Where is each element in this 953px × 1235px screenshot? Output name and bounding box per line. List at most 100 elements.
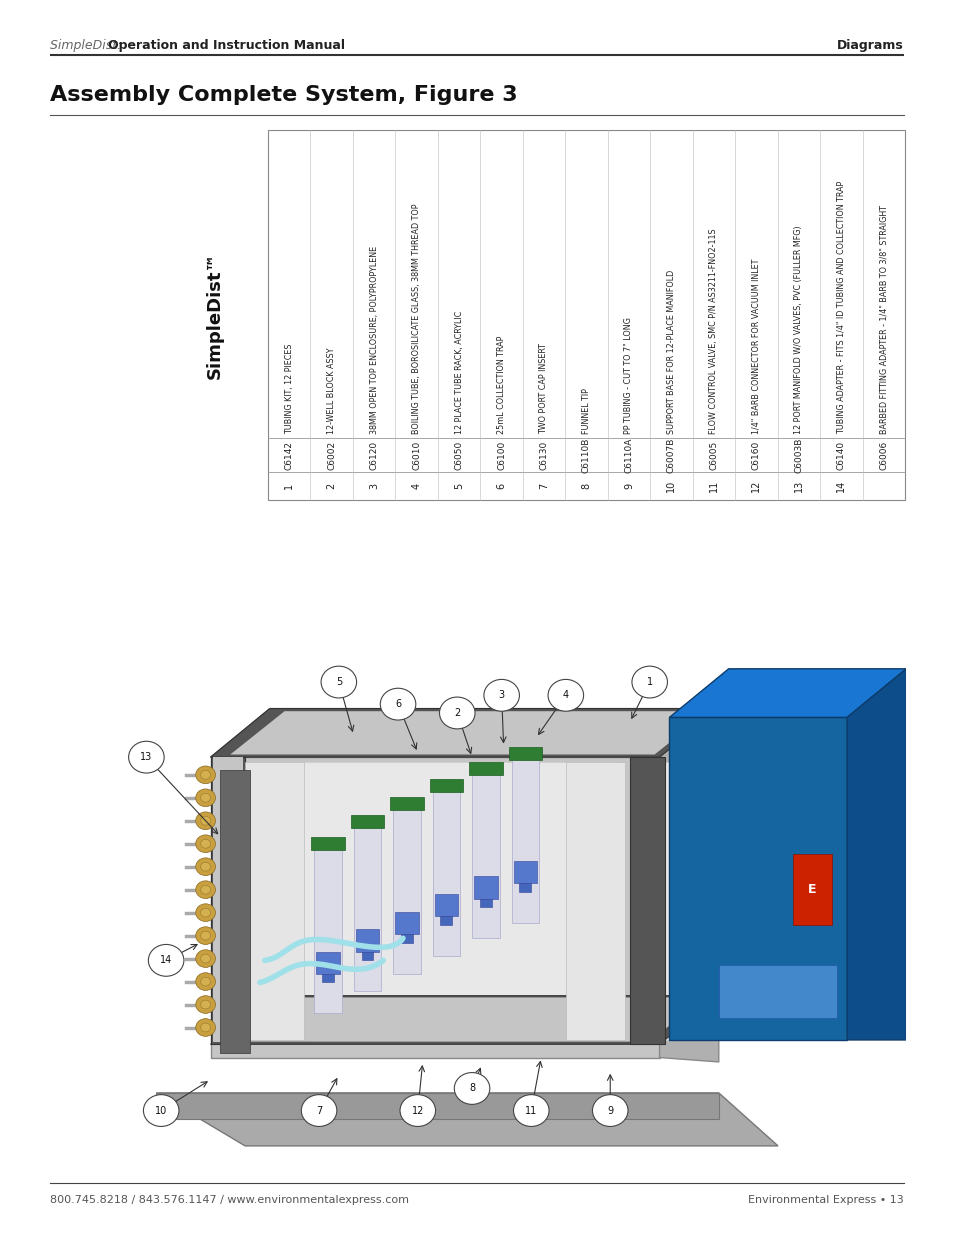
Text: 12: 12 — [751, 480, 760, 493]
Polygon shape — [669, 718, 846, 1040]
Text: C6142: C6142 — [284, 441, 294, 469]
Text: C6003B: C6003B — [794, 437, 802, 473]
Polygon shape — [211, 995, 718, 1045]
Polygon shape — [440, 916, 452, 925]
Circle shape — [200, 931, 211, 940]
Text: 2: 2 — [454, 708, 460, 718]
Text: BARBED FITTING ADAPTER - 1/4" BARB TO 3/8" STRAIGHT: BARBED FITTING ADAPTER - 1/4" BARB TO 3/… — [879, 205, 887, 433]
Text: 8: 8 — [469, 1083, 475, 1093]
Text: 13: 13 — [793, 480, 803, 492]
Text: 12-WELL BLOCK ASSY: 12-WELL BLOCK ASSY — [327, 347, 335, 433]
Text: 2: 2 — [326, 483, 336, 489]
Text: 8: 8 — [581, 483, 591, 489]
Circle shape — [195, 858, 215, 876]
Text: 25mL COLLECTION TRAP: 25mL COLLECTION TRAP — [497, 336, 505, 433]
Circle shape — [200, 771, 211, 779]
Text: Environmental Express • 13: Environmental Express • 13 — [747, 1195, 903, 1205]
Circle shape — [200, 840, 211, 848]
Polygon shape — [435, 894, 457, 916]
Polygon shape — [156, 1093, 778, 1146]
Polygon shape — [479, 899, 492, 908]
Text: PP TUBING - CUT TO 7" LONG: PP TUBING - CUT TO 7" LONG — [624, 317, 633, 433]
Polygon shape — [432, 788, 459, 956]
Circle shape — [200, 908, 211, 918]
Text: C6050: C6050 — [455, 441, 463, 469]
Polygon shape — [211, 709, 718, 757]
Bar — [718, 965, 837, 1018]
Polygon shape — [395, 911, 418, 934]
Circle shape — [200, 862, 211, 871]
Circle shape — [200, 793, 211, 803]
Polygon shape — [511, 756, 538, 924]
Bar — [565, 762, 624, 1040]
Polygon shape — [211, 757, 245, 1045]
Circle shape — [195, 1019, 215, 1036]
Polygon shape — [315, 951, 339, 973]
Circle shape — [195, 835, 215, 852]
Circle shape — [439, 697, 475, 729]
Polygon shape — [469, 762, 502, 774]
Circle shape — [380, 688, 416, 720]
Text: 7: 7 — [315, 1105, 322, 1115]
Circle shape — [195, 904, 215, 921]
Text: E: E — [807, 883, 816, 897]
Text: 800.745.8218 / 843.576.1147 / www.environmentalexpress.com: 800.745.8218 / 843.576.1147 / www.enviro… — [50, 1195, 409, 1205]
Circle shape — [200, 1000, 211, 1009]
Text: 9: 9 — [606, 1105, 613, 1115]
Circle shape — [513, 1094, 549, 1126]
Text: TUBING ADAPTER - FITS 1/4" ID TUBING AND COLLECTION TRAP: TUBING ADAPTER - FITS 1/4" ID TUBING AND… — [836, 180, 845, 433]
Polygon shape — [311, 836, 344, 850]
Circle shape — [399, 1094, 436, 1126]
Polygon shape — [518, 883, 531, 893]
Text: 12 PLACE TUBE RACK, ACRYLIC: 12 PLACE TUBE RACK, ACRYLIC — [455, 311, 463, 433]
Text: 4: 4 — [411, 483, 421, 489]
Circle shape — [483, 679, 518, 711]
Text: 11: 11 — [708, 480, 719, 492]
Circle shape — [195, 789, 215, 806]
Polygon shape — [211, 709, 718, 757]
Text: 10: 10 — [666, 480, 676, 492]
Bar — [220, 771, 250, 1053]
Text: Assembly Complete System, Figure 3: Assembly Complete System, Figure 3 — [50, 85, 517, 105]
Text: FUNNEL TIP: FUNNEL TIP — [581, 388, 590, 433]
Circle shape — [195, 973, 215, 990]
Text: FLOW CONTROL VALVE, SMC P/N AS3211-FNO2-11S: FLOW CONTROL VALVE, SMC P/N AS3211-FNO2-… — [709, 228, 718, 433]
Polygon shape — [669, 669, 905, 718]
Bar — [268, 130, 904, 500]
Text: 10: 10 — [155, 1105, 167, 1115]
Polygon shape — [390, 797, 423, 810]
Polygon shape — [629, 757, 664, 1045]
Circle shape — [195, 811, 215, 830]
Text: 38MM OPEN TOP ENCLOSURE, POLYPROPYLENE: 38MM OPEN TOP ENCLOSURE, POLYPROPYLENE — [369, 246, 378, 433]
Text: 1: 1 — [284, 483, 294, 489]
Text: 9: 9 — [623, 483, 634, 489]
Text: 6: 6 — [497, 483, 506, 489]
Circle shape — [129, 741, 164, 773]
Circle shape — [195, 926, 215, 945]
Text: C6007B: C6007B — [666, 437, 676, 473]
Text: SimpleDist:: SimpleDist: — [50, 40, 125, 52]
Polygon shape — [230, 998, 703, 1041]
Polygon shape — [513, 861, 537, 883]
Text: TUBING KIT, 12 PIECES: TUBING KIT, 12 PIECES — [284, 343, 294, 433]
Text: 14: 14 — [836, 480, 845, 492]
Text: 12: 12 — [411, 1105, 423, 1115]
Text: 11: 11 — [524, 1105, 537, 1115]
Text: 3: 3 — [498, 690, 504, 700]
Text: 7: 7 — [538, 483, 549, 489]
Text: C6130: C6130 — [539, 441, 548, 469]
Circle shape — [547, 679, 583, 711]
Text: 6: 6 — [395, 699, 400, 709]
Circle shape — [149, 945, 184, 976]
Circle shape — [200, 977, 211, 986]
Text: C6100: C6100 — [497, 441, 505, 469]
Bar — [245, 762, 304, 1040]
Bar — [792, 855, 831, 925]
Polygon shape — [508, 746, 541, 760]
Text: 12 PORT MANIFOLD W/O VALVES, PVC (FULLER MFG): 12 PORT MANIFOLD W/O VALVES, PVC (FULLER… — [794, 225, 802, 433]
Polygon shape — [474, 877, 497, 899]
Polygon shape — [351, 815, 384, 827]
Polygon shape — [211, 757, 659, 1057]
Text: 4: 4 — [562, 690, 568, 700]
Circle shape — [454, 1072, 489, 1104]
